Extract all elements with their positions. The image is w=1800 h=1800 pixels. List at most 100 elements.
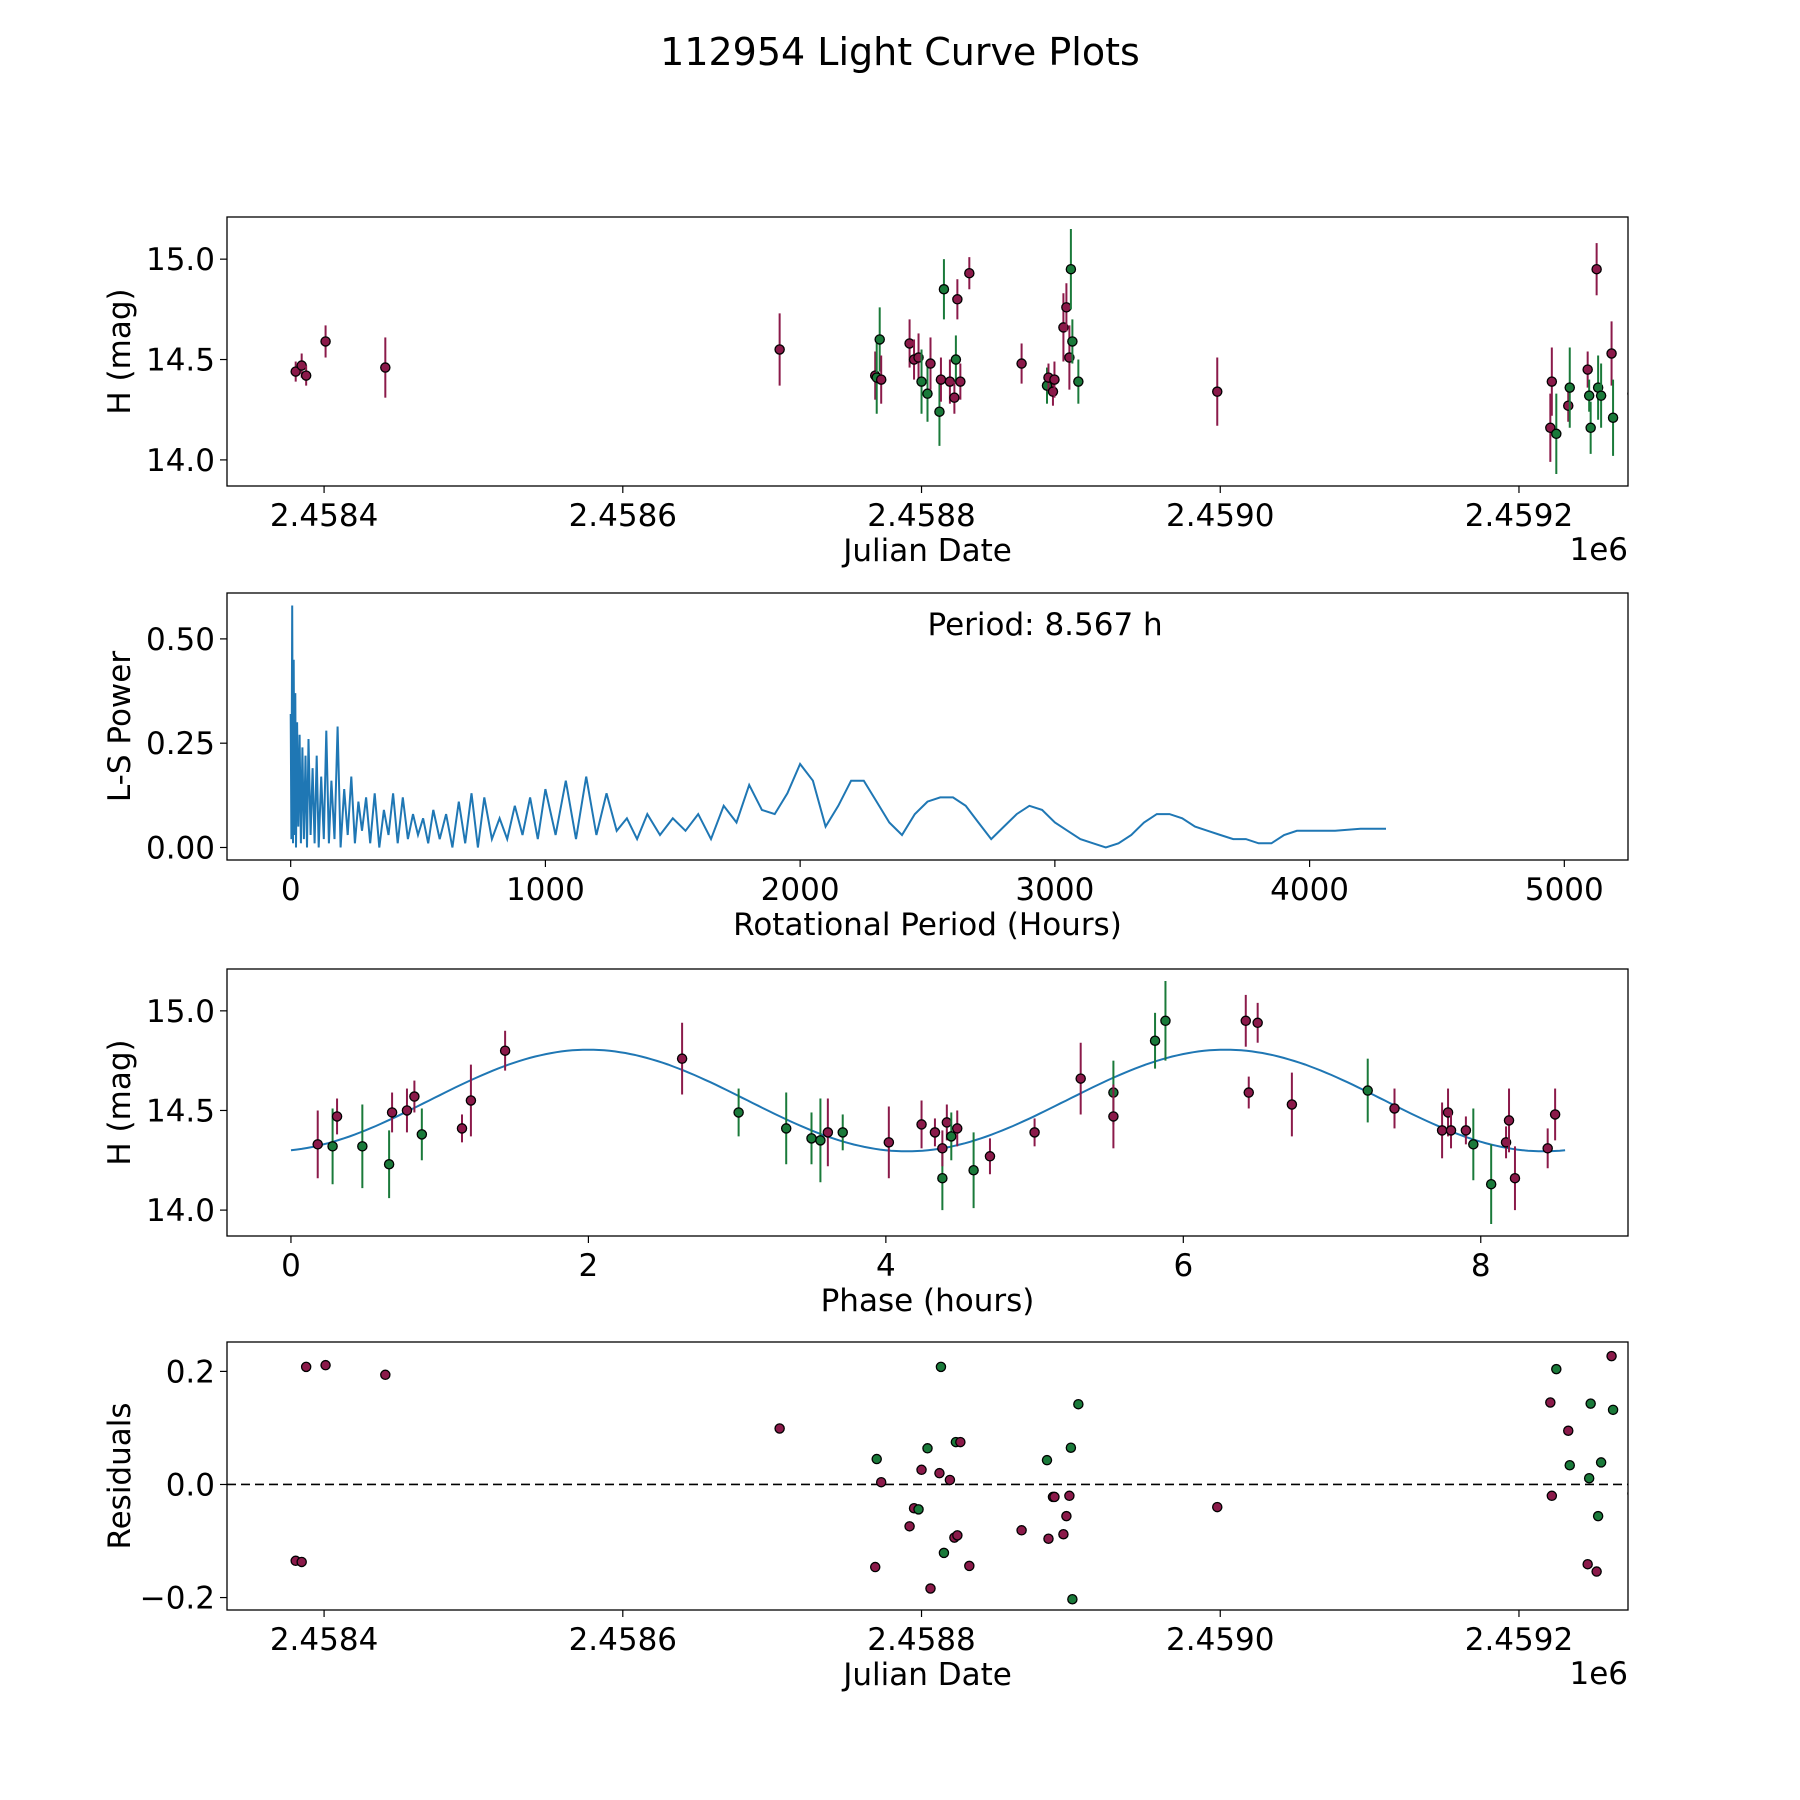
x-tick-label: 2.4586 [569,1622,677,1658]
y-axis-label: Residuals [102,1402,138,1549]
periodogram-line [289,605,1386,849]
data-point [925,1583,936,1594]
y-tick-label: 14.5 [146,1093,215,1129]
y-axis-label: H (mag) [102,288,138,414]
light-curve-panel: 2.4584 2.4586 2.4588 2.4590 2.4592 14.0 14.5 15… [102,216,1629,569]
data-point [1075,1073,1086,1084]
data-point [1546,1490,1558,1502]
data-point [874,334,885,345]
data-point [1591,263,1602,275]
data-point [1149,1035,1161,1046]
data-point [1212,386,1223,397]
data-point [1583,1473,1595,1484]
data-point [950,354,962,365]
data-point [952,294,963,305]
data-point [1582,364,1593,375]
data-point [383,1159,395,1170]
data-point [386,1107,398,1118]
data-point [1582,1558,1593,1570]
data-point [869,1561,881,1573]
data-point [875,1476,887,1488]
x-tick-label: 5000 [1525,872,1604,908]
data-point [904,1521,915,1532]
data-point [955,1436,966,1448]
data-point [1061,1510,1072,1522]
data-point [1563,400,1574,411]
data-point [937,1172,948,1184]
data-point [1585,422,1596,434]
periodogram-panel: 0 1000 2000 3000 4000 5000 0.00 0.25 0.50 Rotatio… [102,592,1629,943]
data-point [1627,390,1628,397]
x-offset-label: 1e6 [1569,1656,1628,1692]
data-point [1362,1085,1373,1096]
data-point [1043,1533,1054,1545]
data-point [1595,1457,1607,1468]
data-point [934,406,945,417]
data-point [1551,428,1562,440]
data-point [1029,1127,1040,1138]
data-point [1016,1525,1027,1536]
data-point [1595,390,1607,401]
data-point [925,358,936,369]
data-point [1606,348,1617,359]
data-point [1252,1017,1263,1029]
data-point [1049,1491,1060,1503]
y-tick-label: 0.25 [146,726,215,762]
data-point [1551,1363,1562,1375]
data-point [774,344,785,355]
x-axis-label: Julian Date [841,1657,1012,1693]
data-point [1563,1425,1574,1437]
x-tick-label: 2.4590 [1166,1622,1274,1658]
data-point [1049,374,1060,385]
y-tick-label: 0.00 [146,830,215,866]
data-point [935,1361,947,1373]
data-point [822,1127,834,1138]
data-point [871,1453,882,1465]
data-point [409,1091,420,1102]
data-point [1564,1460,1575,1471]
y-tick-label: 0.50 [146,622,215,658]
y-tick-label: 15.0 [146,994,215,1030]
data-point [984,1151,996,1162]
y-axis-label: H (mag) [102,1039,138,1165]
y-tick-label: 14.5 [146,343,215,379]
data-point [1108,1111,1119,1122]
data-point [1549,1109,1561,1120]
data-point [806,1133,817,1144]
data-point [922,388,933,399]
y-tick-label: 0.2 [166,1354,215,1390]
data-point [300,1361,312,1373]
data-point [1058,1528,1069,1540]
data-point [938,284,950,295]
data-point [357,1141,368,1152]
data-point [1606,1350,1617,1362]
data-point [296,1556,307,1568]
data-point [1212,1501,1223,1513]
data-point [774,1423,785,1434]
x-tick-label: 4000 [1270,872,1349,908]
data-point [946,1131,957,1142]
data-point [331,1111,343,1122]
x-tick-label: 2.4584 [270,498,378,534]
y-tick-label: 14.0 [146,443,215,479]
data-point [944,376,956,387]
x-tick-label: 2.4592 [1465,1622,1573,1658]
data-point [1542,1143,1553,1154]
x-tick-label: 0 [281,872,301,908]
plot-area [289,605,1386,849]
data-point [401,1105,413,1116]
x-tick-label: 1000 [506,872,585,908]
data-point [941,1117,953,1128]
data-point [913,1504,924,1515]
data-point [929,1127,941,1138]
data-point [380,1369,391,1381]
data-point [1591,1566,1602,1577]
x-axis-label: Julian Date [841,533,1012,569]
data-point [955,376,966,387]
data-point [1240,1015,1252,1027]
x-tick-label: 2.4584 [270,1622,378,1658]
data-point [883,1137,895,1148]
data-point [1509,1172,1521,1184]
data-point [964,1560,975,1572]
